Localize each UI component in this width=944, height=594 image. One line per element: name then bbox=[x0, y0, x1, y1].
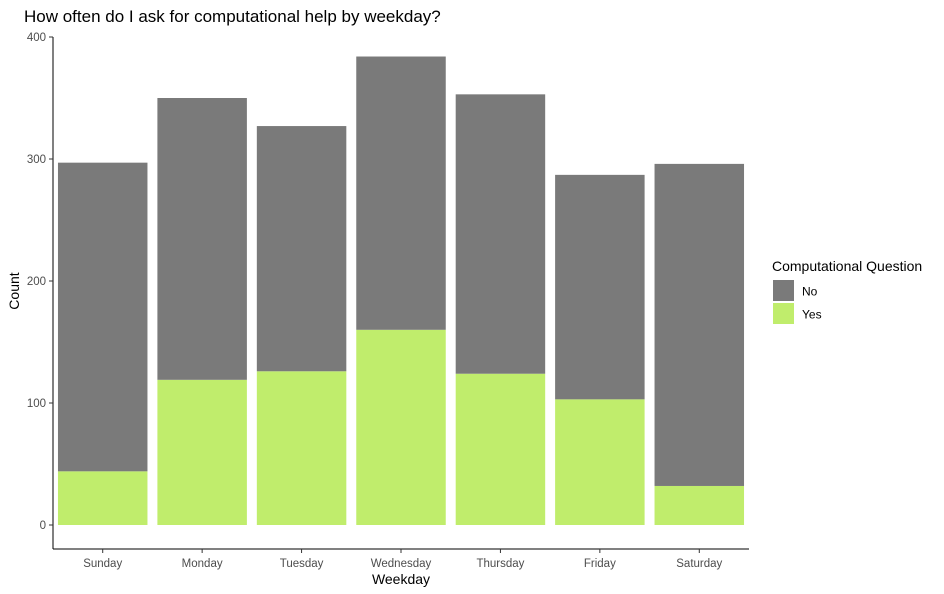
y-tick-label: 400 bbox=[27, 32, 46, 44]
bars-group bbox=[57, 56, 745, 525]
bar-thursday-no bbox=[455, 94, 546, 374]
bar-monday-no bbox=[157, 98, 247, 380]
bar-wednesday-yes bbox=[356, 329, 446, 525]
bar-thursday-yes bbox=[455, 373, 546, 525]
x-tick-label: Friday bbox=[584, 558, 616, 570]
legend-title: Computational Question bbox=[772, 258, 922, 274]
legend-swatch-yes bbox=[773, 303, 794, 324]
bar-saturday-no bbox=[654, 163, 745, 486]
x-tick-label: Wednesday bbox=[371, 558, 432, 570]
bar-friday-no bbox=[555, 174, 645, 400]
bar-tuesday-no bbox=[256, 126, 347, 372]
legend-label-no: No bbox=[802, 285, 818, 299]
bar-monday-yes bbox=[157, 379, 247, 525]
y-tick-label: 0 bbox=[40, 520, 46, 532]
x-axis-title: Weekday bbox=[372, 571, 430, 587]
y-tick-label: 100 bbox=[27, 398, 46, 410]
bar-friday-yes bbox=[555, 399, 645, 525]
bar-sunday-no bbox=[57, 162, 148, 472]
bar-wednesday-no bbox=[356, 56, 446, 330]
legend-label-yes: Yes bbox=[802, 308, 822, 322]
y-tick-label: 200 bbox=[27, 276, 46, 288]
x-tick-label: Saturday bbox=[676, 558, 722, 570]
bar-sunday-yes bbox=[57, 471, 148, 525]
y-ticks-group: 0 100 200 300 400 bbox=[27, 32, 53, 532]
legend: Computational Question No Yes bbox=[772, 258, 922, 324]
x-tick-label: Tuesday bbox=[280, 558, 324, 570]
chart-title: How often do I ask for computational hel… bbox=[24, 7, 441, 26]
x-tick-label: Thursday bbox=[476, 558, 524, 570]
y-tick-label: 300 bbox=[27, 154, 46, 166]
x-tick-label: Sunday bbox=[83, 558, 122, 570]
bar-saturday-yes bbox=[654, 485, 745, 525]
y-axis-title: Count bbox=[6, 272, 22, 309]
x-tick-label: Monday bbox=[182, 558, 223, 570]
legend-swatch-no bbox=[773, 280, 794, 301]
bar-tuesday-yes bbox=[256, 371, 347, 525]
x-ticks-group: Sunday Monday Tuesday Wednesday Thursday Frid… bbox=[83, 549, 723, 570]
